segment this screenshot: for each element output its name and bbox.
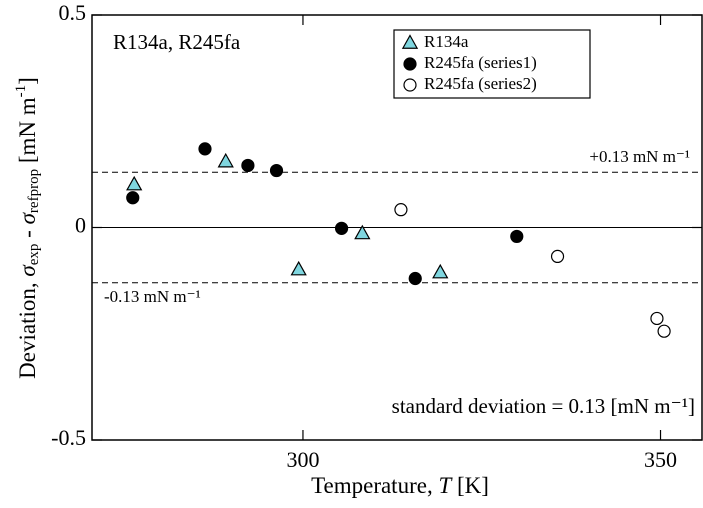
data-point: [198, 142, 212, 156]
legend-box: [393, 29, 591, 99]
annotation: R134a, R245fa: [113, 30, 241, 54]
y-label-part: exp: [26, 244, 42, 266]
data-point: [269, 163, 284, 178]
y-label-part: σ: [15, 264, 40, 277]
x-tick-label: 350: [644, 447, 677, 472]
data-point: [290, 260, 307, 276]
y-tick-label: 0.5: [59, 0, 87, 25]
y-label-part: -: [15, 224, 40, 243]
y-axis-label: Deviation, σexp - σrefprop [mN m-1]: [13, 77, 42, 379]
data-point: [241, 158, 255, 173]
data-point: [394, 203, 408, 217]
data-point: [550, 249, 565, 263]
data-point: [432, 263, 449, 279]
data-point: [657, 324, 671, 338]
y-label-part: Deviation,: [15, 277, 40, 379]
data-point: [510, 229, 524, 244]
y-tick-label: -0.5: [51, 425, 86, 450]
legend-marker: [403, 57, 417, 71]
y-label-part: -1: [13, 85, 29, 98]
data-point: [126, 175, 143, 191]
y-tick-label: 0: [75, 213, 86, 238]
y-label-part: [mN m: [15, 97, 40, 169]
legend-label: R245fa (series1): [424, 53, 537, 72]
data-point: [408, 271, 422, 286]
legend-label: R134a: [424, 32, 469, 51]
y-label-part: refprop: [26, 169, 42, 213]
data-point: [126, 191, 140, 205]
data-point: [650, 311, 664, 326]
data-point: [354, 224, 371, 240]
x-label-part: [K]: [451, 473, 489, 498]
data-point: [334, 221, 349, 235]
legend-marker: [401, 34, 419, 49]
annotation: +0.13 mN m⁻¹: [589, 147, 690, 166]
legend-marker: [403, 78, 417, 92]
y-label-part: ]: [15, 77, 40, 85]
x-tick-label: 300: [286, 447, 319, 472]
x-label-part: Temperature,: [311, 473, 438, 498]
data-point: [217, 152, 234, 168]
x-label-part: T: [438, 473, 453, 498]
x-axis-label: Temperature, T [K]: [311, 473, 489, 498]
annotation: -0.13 mN m⁻¹: [104, 287, 201, 306]
legend-label: R245fa (series2): [424, 74, 537, 93]
annotation: standard deviation = 0.13 [mN m⁻¹]: [392, 394, 695, 418]
y-label-part: σ: [15, 211, 40, 224]
